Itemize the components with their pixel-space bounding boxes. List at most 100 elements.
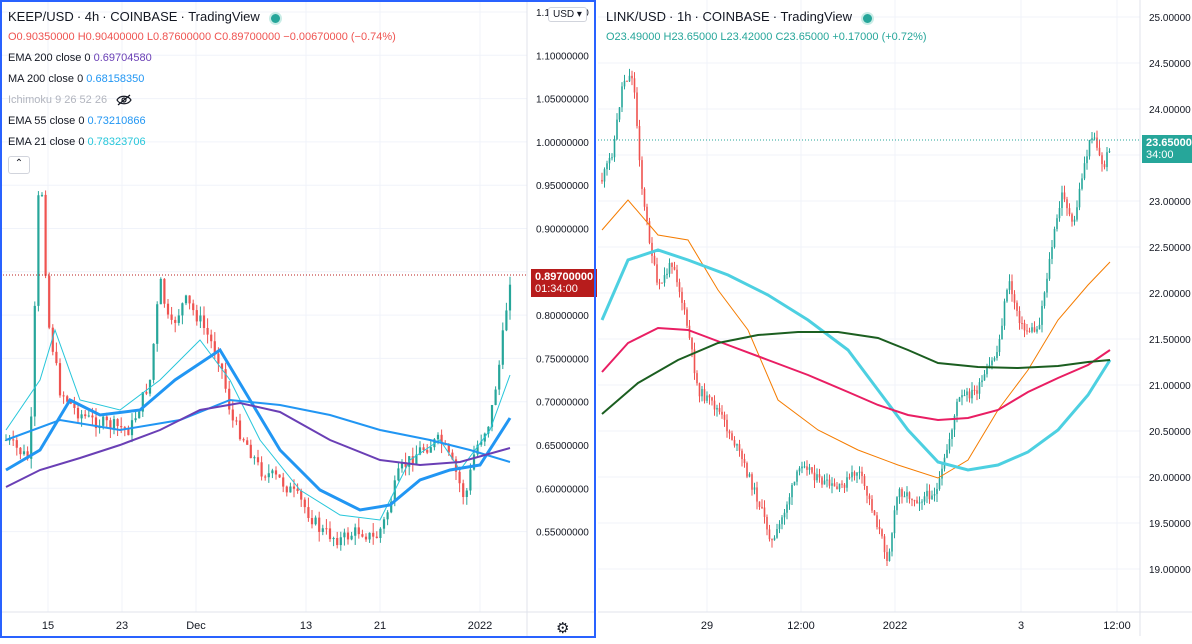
candle [761,506,763,508]
candle [771,539,773,541]
candle [300,491,303,500]
candle [636,92,638,127]
indicator-label: EMA 55 close 0 [8,115,85,127]
candle [963,395,966,397]
candle [246,440,249,445]
candle [716,407,718,410]
price-axis-label: 21.50000 [1149,335,1191,346]
time-axis-label: 15 [42,620,54,632]
candle [303,499,306,508]
candle [127,428,130,436]
candle [19,447,22,455]
candle [821,477,823,485]
candle [773,537,776,541]
candle [1036,329,1038,332]
gear-icon[interactable]: ⚙ [556,620,570,637]
link-low: L23.42000 [720,31,773,43]
link-usd-chart-pane[interactable]: 25.0000024.5000024.0000023.5000023.00000… [598,0,1192,644]
candle [1008,281,1011,290]
indicator-value: 0.69704580 [93,52,152,64]
price-axis-label: 0.60000000 [536,484,589,495]
candle [671,263,673,267]
candle [1101,155,1103,165]
link-symbol[interactable]: LINK/USD [606,9,666,24]
candle [156,304,159,344]
candle [831,483,833,486]
candle [888,551,891,561]
currency-selector[interactable]: USD ▾ [548,7,587,22]
candle [961,395,963,398]
candle [1083,163,1086,179]
price-axis-label: 1.10000000 [536,51,589,62]
candle [451,452,454,460]
keep-last-price-tag: 0.89700000 01:34:00 [531,269,598,297]
indicator-ema21[interactable]: EMA 21 close 0 0.78323706 [8,132,396,153]
candle [1001,325,1003,340]
candle [361,534,364,537]
candle [498,364,501,390]
market-status-icon[interactable] [861,11,875,25]
time-axis-label: 23 [116,620,128,632]
candle [249,444,252,459]
candle [105,416,108,421]
candle [936,489,938,495]
indicator-ichimoku[interactable]: Ichimoku 9 26 52 26 [8,90,396,111]
candle [923,496,926,502]
candle [372,532,375,537]
link-last-price: 23.65000 [1146,137,1192,149]
candle [786,504,788,513]
candle [1088,139,1091,157]
link-interval[interactable]: 1h [676,9,692,24]
candle [22,451,26,455]
keep-change: −0.00670000 (−0.74%) [283,31,396,43]
candle [1068,208,1071,215]
indicator-ma200[interactable]: MA 200 close 0 0.68158350 [8,69,396,90]
candle [202,315,206,328]
keep-low: L0.87600000 [146,31,212,43]
candle [469,469,472,491]
market-status-icon[interactable] [268,11,282,25]
candle [1093,137,1096,139]
keep-usd-chart-canvas[interactable]: 1.150000001.100000001.050000001.00000000… [0,0,598,644]
candle [278,474,281,478]
keep-symbol[interactable]: KEEP/USD [8,9,74,24]
candle [878,527,881,530]
candle [896,497,898,511]
candle [292,486,296,489]
candle [422,447,425,451]
indicator-ema200[interactable]: EMA 200 close 0 0.69704580 [8,48,396,69]
candle [210,334,213,342]
collapse-legend-icon[interactable]: ⌃ [8,156,30,174]
link-usd-chart-canvas[interactable]: 25.0000024.5000024.0000023.5000023.00000… [598,0,1192,644]
candle [159,278,162,305]
candle [798,468,801,472]
candle [768,529,771,540]
eye-off-icon[interactable] [116,94,132,106]
keep-usd-legend: KEEP/USD · 4h · COINBASE · TradingView O… [8,6,396,174]
candle [1053,228,1056,248]
keep-usd-chart-pane[interactable]: 1.150000001.100000001.050000001.00000000… [0,0,598,644]
keep-interval[interactable]: 4h [84,9,100,24]
candle [646,206,648,222]
link-change: +0.17000 (+0.72%) [832,31,927,43]
candle [601,180,603,182]
candle [901,489,903,497]
candle [893,510,896,534]
candle [501,330,504,365]
candle [1026,330,1028,332]
candle [350,535,353,540]
candle [693,349,696,374]
candle [1063,192,1066,200]
candle [112,419,116,429]
candle [494,389,497,405]
candle [926,490,928,497]
candle [683,302,686,310]
candle [696,373,698,384]
price-axis-label: 22.50000 [1149,243,1191,254]
ma-green-line [601,331,1111,415]
candle [983,374,986,381]
candle [648,221,651,243]
candle [918,502,921,504]
indicator-ema55[interactable]: EMA 55 close 0 0.73210866 [8,111,396,132]
candle [458,471,461,484]
